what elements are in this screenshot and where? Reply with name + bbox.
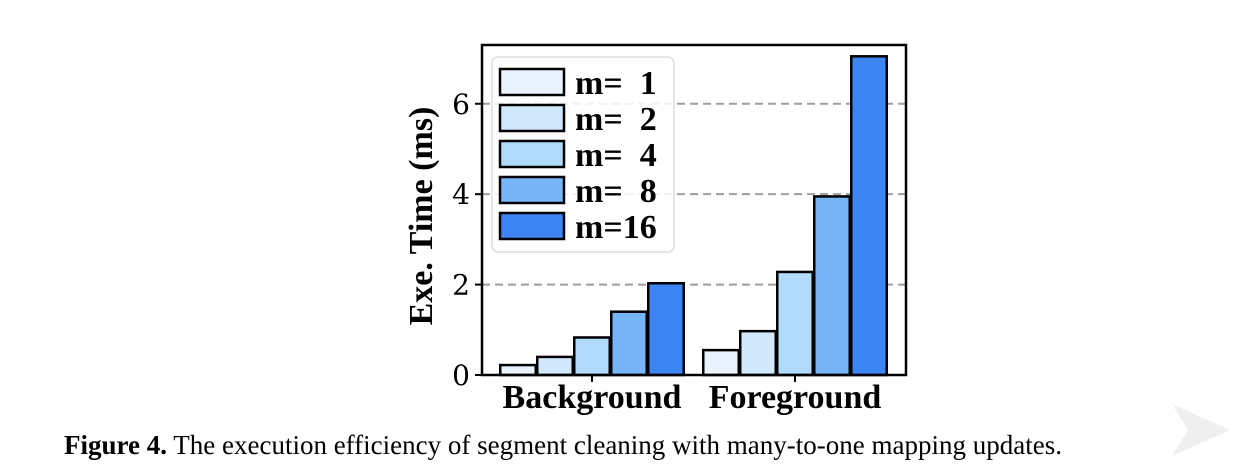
x-tick-label: Background [503,379,682,416]
legend-label: m= 4 [575,137,657,174]
legend-swatch [498,67,566,97]
figure-label: Figure 4. [64,430,167,460]
plot-frame [480,43,908,377]
bar [850,55,888,377]
y-tick-label: 4 [452,178,470,211]
bar [776,270,814,377]
legend-label: m= 8 [575,173,657,210]
bar [813,195,851,377]
legend-label: m= 2 [575,101,657,138]
caption-text: The execution efficiency of segment clea… [167,430,1062,460]
legend-swatch [498,175,566,205]
y-tick-label: 6 [452,88,470,121]
bar [536,355,574,377]
legend-swatch [498,139,566,169]
watermark-arrow-icon [1172,404,1230,456]
bar-chart: 0 2 4 6 Background Foreground Exe. Time (ms)… [403,43,908,416]
bar [610,310,648,377]
y-axis-label: Exe. Time (ms) [403,107,440,326]
x-tick-label: Foreground [709,379,882,416]
bar [739,329,777,377]
y-axis: 0 2 4 6 [452,88,482,392]
legend: m= 1m= 2m= 4m= 8m=16 [491,56,675,253]
x-axis: Background Foreground [503,375,882,416]
bar [573,336,611,377]
bar [499,363,537,377]
y-tick-label: 2 [452,269,470,302]
y-tick-label: 0 [452,359,470,392]
legend-swatch [498,211,566,241]
figure-caption: Figure 4. The execution efficiency of se… [64,430,1244,461]
bar [702,348,740,377]
legend-label: m=16 [575,209,657,246]
bar [647,281,685,377]
legend-label: m= 1 [575,65,657,102]
legend-swatch [498,103,566,133]
